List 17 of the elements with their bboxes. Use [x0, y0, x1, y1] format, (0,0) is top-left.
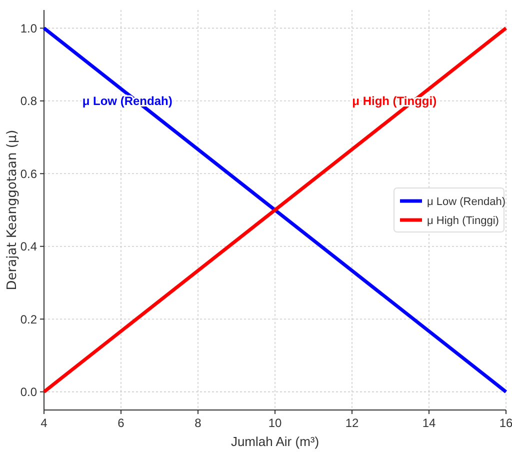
x-tick-label: 6	[118, 416, 125, 430]
y-tick-label: 0.4	[20, 240, 38, 254]
y-axis-title: Derajat Keanggotaan (μ)	[5, 130, 20, 290]
x-tick-label: 12	[345, 416, 359, 430]
x-tick-label: 10	[268, 416, 282, 430]
x-tick-label: 8	[194, 416, 202, 430]
x-tick-label: 14	[422, 416, 436, 430]
y-tick-label: 0.8	[20, 94, 38, 108]
legend-label: μ Low (Rendah)	[427, 196, 506, 208]
y-tick-label: 1.0	[20, 21, 38, 36]
x-axis-title: Jumlah Air (m³)	[230, 434, 320, 449]
y-tick-label: 0.0	[20, 385, 38, 400]
y-tick-label: 0.6	[20, 166, 38, 181]
x-tick-label: 16	[499, 416, 512, 430]
y-tick-label: 0.2	[20, 312, 38, 326]
legend-label: μ High (Tinggi)	[427, 214, 499, 227]
x-tick-label: 4	[40, 416, 48, 430]
